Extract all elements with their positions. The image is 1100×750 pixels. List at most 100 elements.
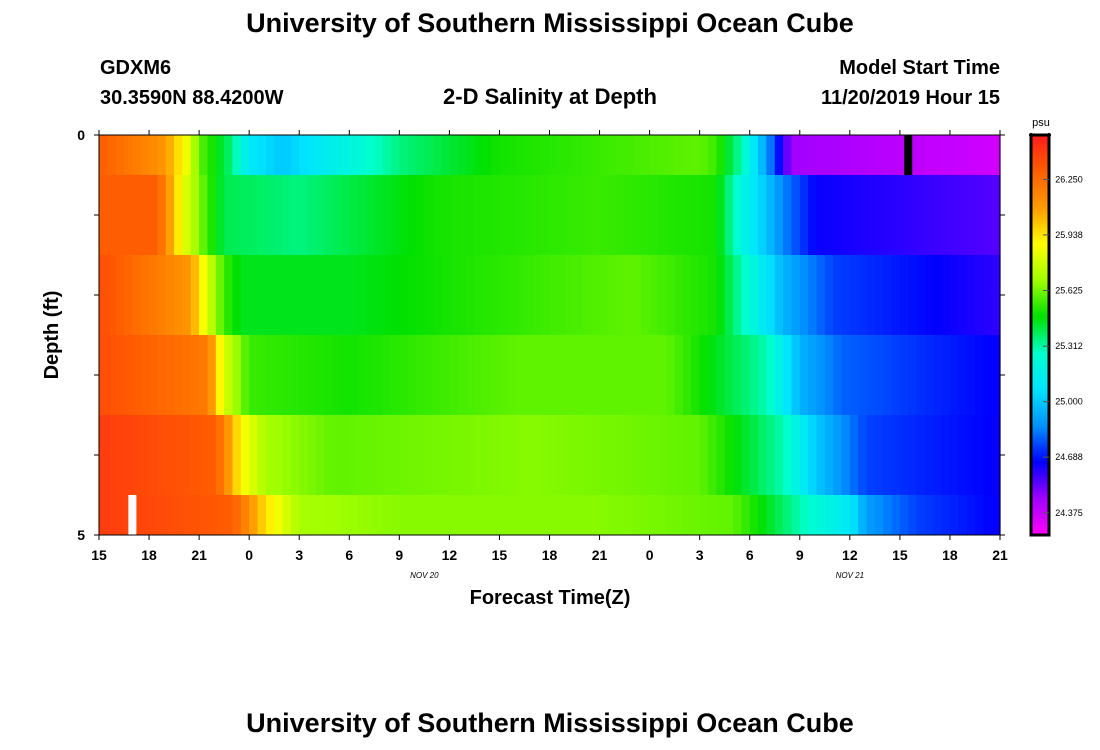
heatmap-cell <box>674 135 684 175</box>
heatmap-cell <box>691 335 701 415</box>
heatmap-cell <box>432 135 442 175</box>
heatmap-cell <box>591 335 601 415</box>
heatmap-cell <box>274 335 284 415</box>
heatmap-cell <box>582 175 592 255</box>
heatmap-cell <box>124 135 133 175</box>
heatmap-cell <box>107 335 117 415</box>
heatmap-cell <box>140 255 150 335</box>
heatmap-cell <box>616 135 626 175</box>
heatmap-cell <box>374 335 384 415</box>
heatmap-cell <box>174 495 184 535</box>
heatmap-cell <box>182 175 192 255</box>
heatmap-cell <box>165 495 175 535</box>
heatmap-cell <box>874 415 884 495</box>
heatmap-cell <box>841 495 851 535</box>
colorbar-top-right-dot <box>1047 133 1051 137</box>
heatmap-cell <box>432 495 442 535</box>
heatmap-cell <box>557 335 567 415</box>
heatmap-cell <box>908 415 918 495</box>
heatmap-cell <box>616 255 626 335</box>
heatmap-cell <box>441 135 450 175</box>
heatmap-cell <box>474 255 484 335</box>
heatmap-cell <box>399 175 409 255</box>
heatmap-cell <box>315 255 325 335</box>
x-tick-label: 3 <box>295 547 303 563</box>
heatmap-cell <box>340 495 350 535</box>
heatmap-cell <box>858 175 868 255</box>
heatmap-cell <box>582 135 592 175</box>
heatmap-cell <box>532 415 542 495</box>
heatmap-cell <box>841 415 851 495</box>
heatmap-cell <box>424 175 434 255</box>
heatmap-cell <box>858 335 868 415</box>
heatmap-cell <box>607 415 617 495</box>
heatmap-cell <box>758 335 767 415</box>
heatmap-cell <box>449 135 459 175</box>
heatmap-cell <box>649 415 659 495</box>
x-tick-label: 3 <box>696 547 704 563</box>
heatmap-cell <box>758 175 767 255</box>
heatmap-cell <box>858 135 868 175</box>
heatmap-cell <box>941 495 951 535</box>
heatmap-cell <box>190 415 200 495</box>
heatmap-cell <box>933 135 943 175</box>
heatmap-cell <box>99 135 108 175</box>
heatmap-cell <box>315 495 325 535</box>
x-tick-label: 9 <box>796 547 804 563</box>
heatmap-cell <box>799 255 809 335</box>
heatmap-cell <box>299 415 309 495</box>
heatmap-cell <box>340 255 350 335</box>
heatmap-cell <box>532 335 542 415</box>
heatmap-cell <box>749 335 759 415</box>
heatmap-cell <box>649 255 659 335</box>
heatmap-cell <box>924 415 934 495</box>
heatmap-cell <box>724 175 734 255</box>
heatmap-markers <box>128 135 913 535</box>
heatmap-cell <box>466 255 476 335</box>
heatmap-cell <box>424 415 434 495</box>
heatmap-cell <box>332 255 342 335</box>
heatmap-cell <box>257 175 267 255</box>
heatmap-cell <box>107 255 117 335</box>
heatmap-cell <box>207 495 217 535</box>
heatmap-cell <box>482 175 492 255</box>
heatmap-cell <box>657 255 667 335</box>
heatmap-cell <box>574 255 584 335</box>
x-axis-label: Forecast Time(Z) <box>470 587 631 609</box>
heatmap-cell <box>449 335 459 415</box>
heatmap-cell <box>883 335 893 415</box>
heatmap-cell <box>733 495 742 535</box>
heatmap-cell <box>232 255 242 335</box>
heatmap-cell <box>399 495 409 535</box>
heatmap-cell <box>549 135 559 175</box>
heatmap-cell <box>157 415 167 495</box>
heatmap-cell <box>265 335 275 415</box>
heatmap-cell <box>649 175 659 255</box>
heatmap-cell <box>841 175 851 255</box>
heatmap-cell <box>849 135 859 175</box>
colorbar-tick-label: 24.375 <box>1055 508 1083 518</box>
heatmap-cell <box>240 255 250 335</box>
heatmap-cell <box>749 175 759 255</box>
heatmap-cell <box>883 135 893 175</box>
heatmap-cell <box>407 335 417 415</box>
colorbar-unit-label: psu <box>1032 117 1050 129</box>
heatmap-cell <box>265 415 275 495</box>
heatmap-cell <box>766 175 776 255</box>
heatmap-cell <box>833 415 843 495</box>
heatmap-cell <box>349 415 359 495</box>
heatmap-cell <box>566 495 576 535</box>
heatmap-cell <box>299 255 309 335</box>
heatmap-cell <box>908 495 918 535</box>
heatmap-cell <box>816 495 826 535</box>
heatmap-cell <box>324 415 334 495</box>
heatmap-cell <box>933 335 943 415</box>
x-tick-label: 15 <box>892 547 908 563</box>
heatmap-cell <box>741 415 751 495</box>
heatmap-cell <box>974 175 984 255</box>
heatmap-cell <box>891 335 901 415</box>
x-date-label: NOV 21 <box>836 571 864 580</box>
heatmap-cell <box>716 175 726 255</box>
heatmap-cell <box>858 495 868 535</box>
heatmap-cell <box>541 335 551 415</box>
